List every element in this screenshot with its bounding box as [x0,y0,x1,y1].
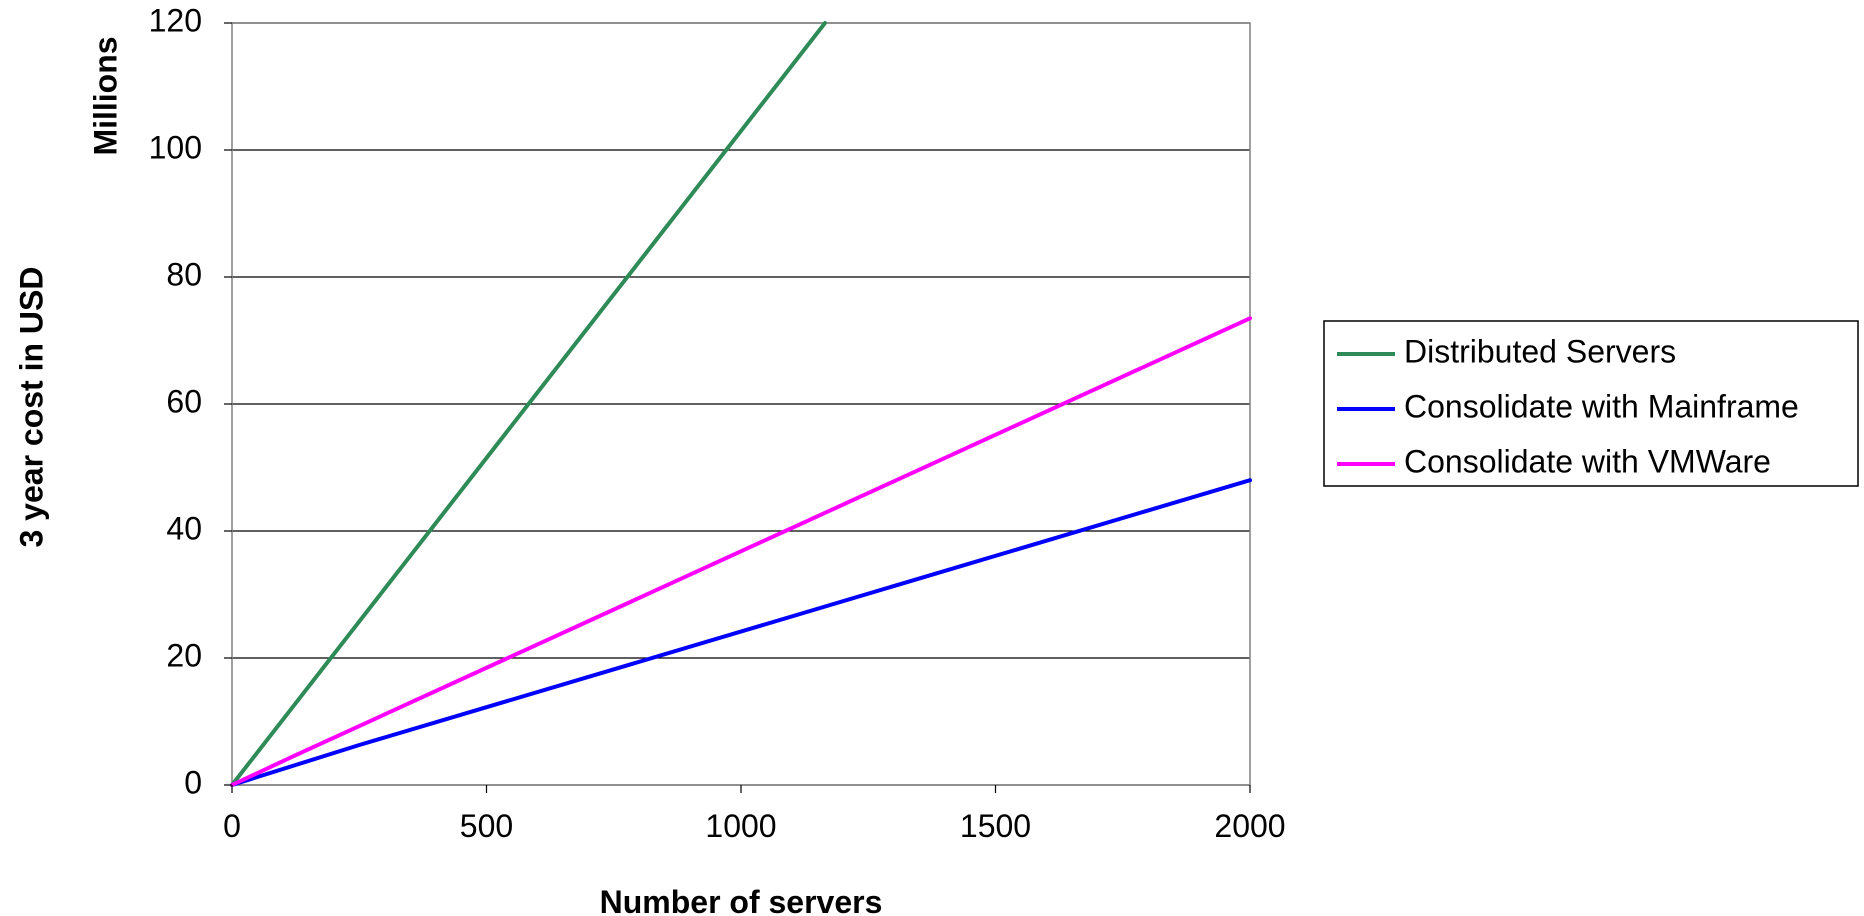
x-tick-label: 0 [223,808,241,844]
x-tick-label: 2000 [1214,808,1285,844]
series-group [230,21,1252,787]
legend-label-consolidate-with-vmware: Consolidate with VMWare [1404,443,1771,479]
gridlines [232,22,1250,786]
x-tick-label: 1500 [960,808,1031,844]
x-tick-label: 1000 [705,808,776,844]
y-tick-label: 0 [184,764,202,800]
y-axis-title: 3 year cost in USD [13,267,49,548]
x-tick-label: 500 [460,808,513,844]
legend-label-consolidate-with-mainframe: Consolidate with Mainframe [1404,388,1799,424]
y-tick-label: 80 [166,256,202,292]
series-line-consolidate-with-vmware [230,316,1252,787]
legend-items: Distributed Servers Consolidate with Main… [1337,333,1799,479]
x-axis-title: Number of servers [600,884,883,916]
y-axis-unit-label: Millions [87,36,123,155]
legend-box [1323,320,1859,487]
series-line-consolidate-with-mainframe [230,478,1252,787]
y-axis-ticks: 0 20 40 60 80 100 120 [149,2,232,800]
x-axis-ticks: 0 500 1000 1500 2000 [223,785,1286,844]
legend: Distributed Servers Consolidate with Main… [1323,320,1859,487]
y-tick-label: 60 [166,383,202,419]
y-tick-label: 120 [149,2,202,38]
legend-label-distributed-servers: Distributed Servers [1404,333,1676,369]
y-tick-label: 100 [149,129,202,165]
series-line-distributed-servers [230,21,827,787]
y-tick-label: 20 [166,637,202,673]
y-tick-label: 40 [166,510,202,546]
